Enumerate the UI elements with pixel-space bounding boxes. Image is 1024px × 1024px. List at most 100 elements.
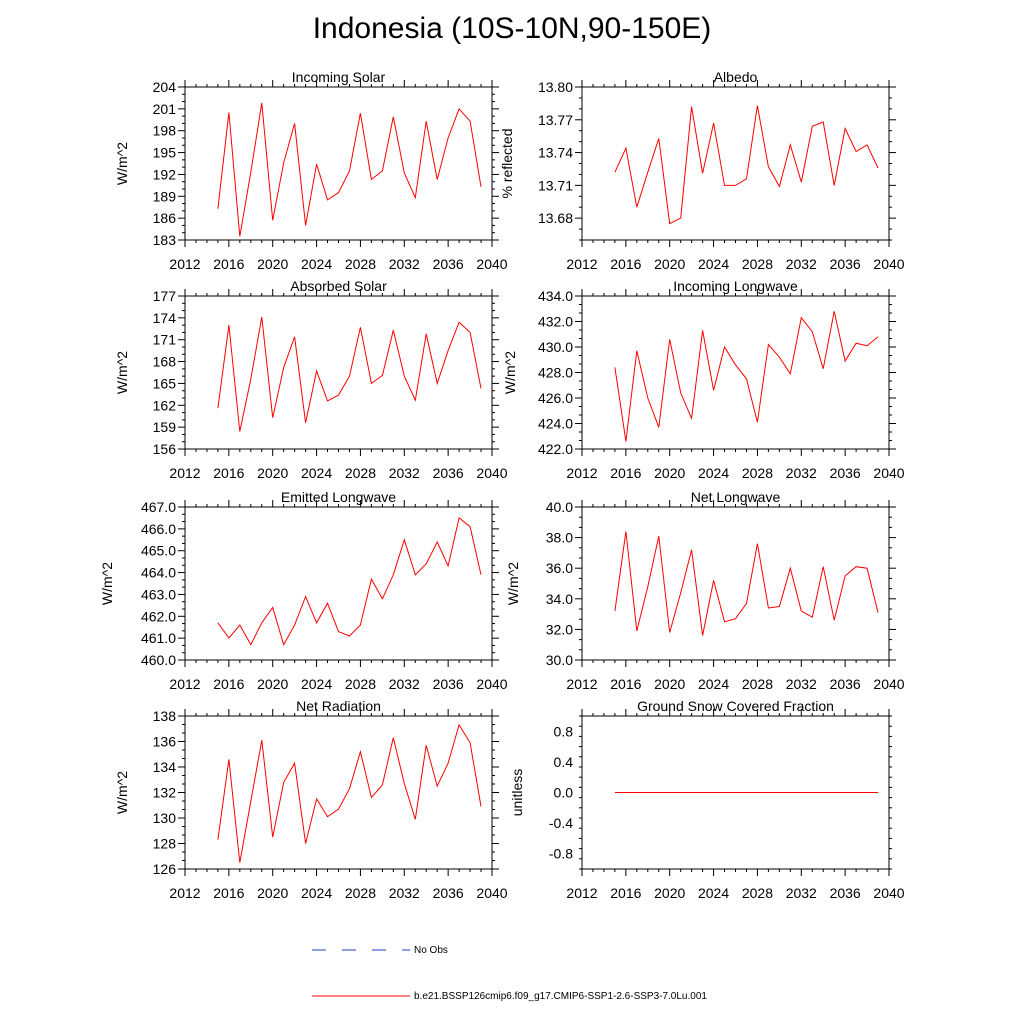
chart-panel: Ground Snow Covered Fraction unitless 2012… <box>509 698 905 901</box>
legend-obs-label: No Obs <box>414 945 448 956</box>
chart-panel: Emitted Longwave W/m^2 2012 2016 2020 2024 202… <box>99 489 508 692</box>
y-tick-label: 156 <box>153 441 177 457</box>
y-tick-label: 13.68 <box>538 210 573 226</box>
x-tick-label: 2020 <box>257 465 288 481</box>
y-tick-label: 0.0 <box>554 785 574 801</box>
x-tick-label: 2028 <box>742 256 773 272</box>
y-tick-label: 422.0 <box>538 441 573 457</box>
y-tick-label: 0.8 <box>554 723 574 739</box>
x-tick-label: 2040 <box>476 676 507 692</box>
y-tick-label: 428.0 <box>538 365 573 381</box>
x-tick-label: 2024 <box>698 256 729 272</box>
x-tick-label: 2012 <box>169 256 200 272</box>
page-title: Indonesia (10S-10N,90-150E) <box>312 12 712 45</box>
panel-title: Incoming Solar <box>292 69 386 85</box>
chart-panel: Incoming Solar W/m^2 2012 2016 2020 2024 2028 2… <box>114 69 508 272</box>
y-tick-label: 177 <box>153 288 177 304</box>
y-tick-label: 168 <box>153 354 177 370</box>
x-tick-label: 2012 <box>169 885 200 901</box>
x-tick-label: 2016 <box>610 256 641 272</box>
x-tick-label: 2028 <box>345 885 376 901</box>
y-tick-label: 189 <box>153 188 177 204</box>
x-tick-label: 2020 <box>257 676 288 692</box>
x-tick-label: 2028 <box>345 465 376 481</box>
x-tick-label: 2040 <box>476 256 507 272</box>
chart-panel: Absorbed Solar W/m^2 2012 2016 2020 2024 2028 2… <box>114 278 508 481</box>
panel-title: Incoming Longwave <box>673 278 798 294</box>
y-tick-label: 136 <box>153 734 177 750</box>
panel-title: Net Radiation <box>296 698 381 714</box>
y-tick-label: 426.0 <box>538 390 573 406</box>
y-tick-label: 463.0 <box>141 586 176 602</box>
x-tick-label: 2012 <box>169 676 200 692</box>
x-tick-label: 2040 <box>476 465 507 481</box>
x-tick-label: 2016 <box>610 885 641 901</box>
y-tick-label: 192 <box>153 166 177 182</box>
x-tick-label: 2032 <box>786 465 817 481</box>
x-tick-label: 2020 <box>654 465 685 481</box>
x-tick-label: 2036 <box>433 885 464 901</box>
panel-title: Ground Snow Covered Fraction <box>637 698 834 714</box>
y-tick-label: 13.74 <box>538 145 573 161</box>
x-tick-label: 2036 <box>830 465 861 481</box>
y-tick-label: 130 <box>153 810 177 826</box>
x-tick-label: 2020 <box>257 885 288 901</box>
y-tick-label: 0.4 <box>554 754 574 770</box>
x-tick-label: 2024 <box>698 465 729 481</box>
y-axis-label: W/m^2 <box>114 142 130 185</box>
series-line <box>614 531 879 636</box>
y-tick-label: 174 <box>153 310 177 326</box>
x-tick-label: 2032 <box>786 885 817 901</box>
chart-panel: Albedo % reflected 2012 2016 2020 2024 2028 203… <box>499 69 905 272</box>
series-line <box>614 105 879 225</box>
y-axis-label: W/m^2 <box>502 351 518 394</box>
x-tick-label: 2036 <box>830 676 861 692</box>
x-tick-label: 2012 <box>566 465 597 481</box>
x-tick-label: 2028 <box>345 256 376 272</box>
series-line <box>217 517 482 646</box>
legend-model-label: b.e21.BSSP126cmip6.f09_g17.CMIP6-SSP1-2.… <box>414 991 707 1002</box>
plot-frame <box>184 86 493 241</box>
y-axis-label: W/m^2 <box>114 351 130 394</box>
chart-panel: Incoming Longwave W/m^2 2012 2016 2020 2024 20… <box>502 278 905 481</box>
y-tick-label: 467.0 <box>141 499 176 515</box>
x-tick-label: 2024 <box>301 676 332 692</box>
x-tick-label: 2036 <box>433 465 464 481</box>
y-tick-label: 36.0 <box>546 560 573 576</box>
y-tick-label: 461.0 <box>141 630 176 646</box>
series-line <box>614 311 879 442</box>
x-tick-label: 2016 <box>213 465 244 481</box>
y-tick-label: 462.0 <box>141 608 176 624</box>
x-tick-label: 2020 <box>257 256 288 272</box>
x-tick-label: 2032 <box>389 465 420 481</box>
y-tick-label: 465.0 <box>141 543 176 559</box>
y-tick-label: 460.0 <box>141 652 176 668</box>
series-line <box>217 723 482 863</box>
x-tick-label: 2024 <box>301 256 332 272</box>
x-tick-label: 2016 <box>213 256 244 272</box>
y-axis-label: W/m^2 <box>114 771 130 814</box>
x-tick-label: 2032 <box>389 676 420 692</box>
y-tick-label: 198 <box>153 123 177 139</box>
y-tick-label: 30.0 <box>546 652 573 668</box>
x-tick-label: 2012 <box>566 885 597 901</box>
x-tick-label: 2012 <box>169 465 200 481</box>
x-tick-label: 2040 <box>476 885 507 901</box>
x-tick-label: 2016 <box>213 885 244 901</box>
x-tick-label: 2020 <box>654 885 685 901</box>
y-axis-label: unitless <box>509 769 525 816</box>
x-tick-label: 2036 <box>433 676 464 692</box>
y-tick-label: 424.0 <box>538 416 573 432</box>
y-axis-label: W/m^2 <box>99 562 115 605</box>
x-tick-label: 2032 <box>786 676 817 692</box>
y-tick-label: 128 <box>153 836 177 852</box>
y-tick-label: 132 <box>153 785 177 801</box>
x-tick-label: 2036 <box>433 256 464 272</box>
x-tick-label: 2036 <box>830 256 861 272</box>
y-tick-label: 432.0 <box>538 314 573 330</box>
y-tick-label: 34.0 <box>546 591 573 607</box>
y-tick-label: 13.71 <box>538 177 573 193</box>
panel-title: Net Longwave <box>691 489 781 505</box>
series-line <box>217 102 482 237</box>
